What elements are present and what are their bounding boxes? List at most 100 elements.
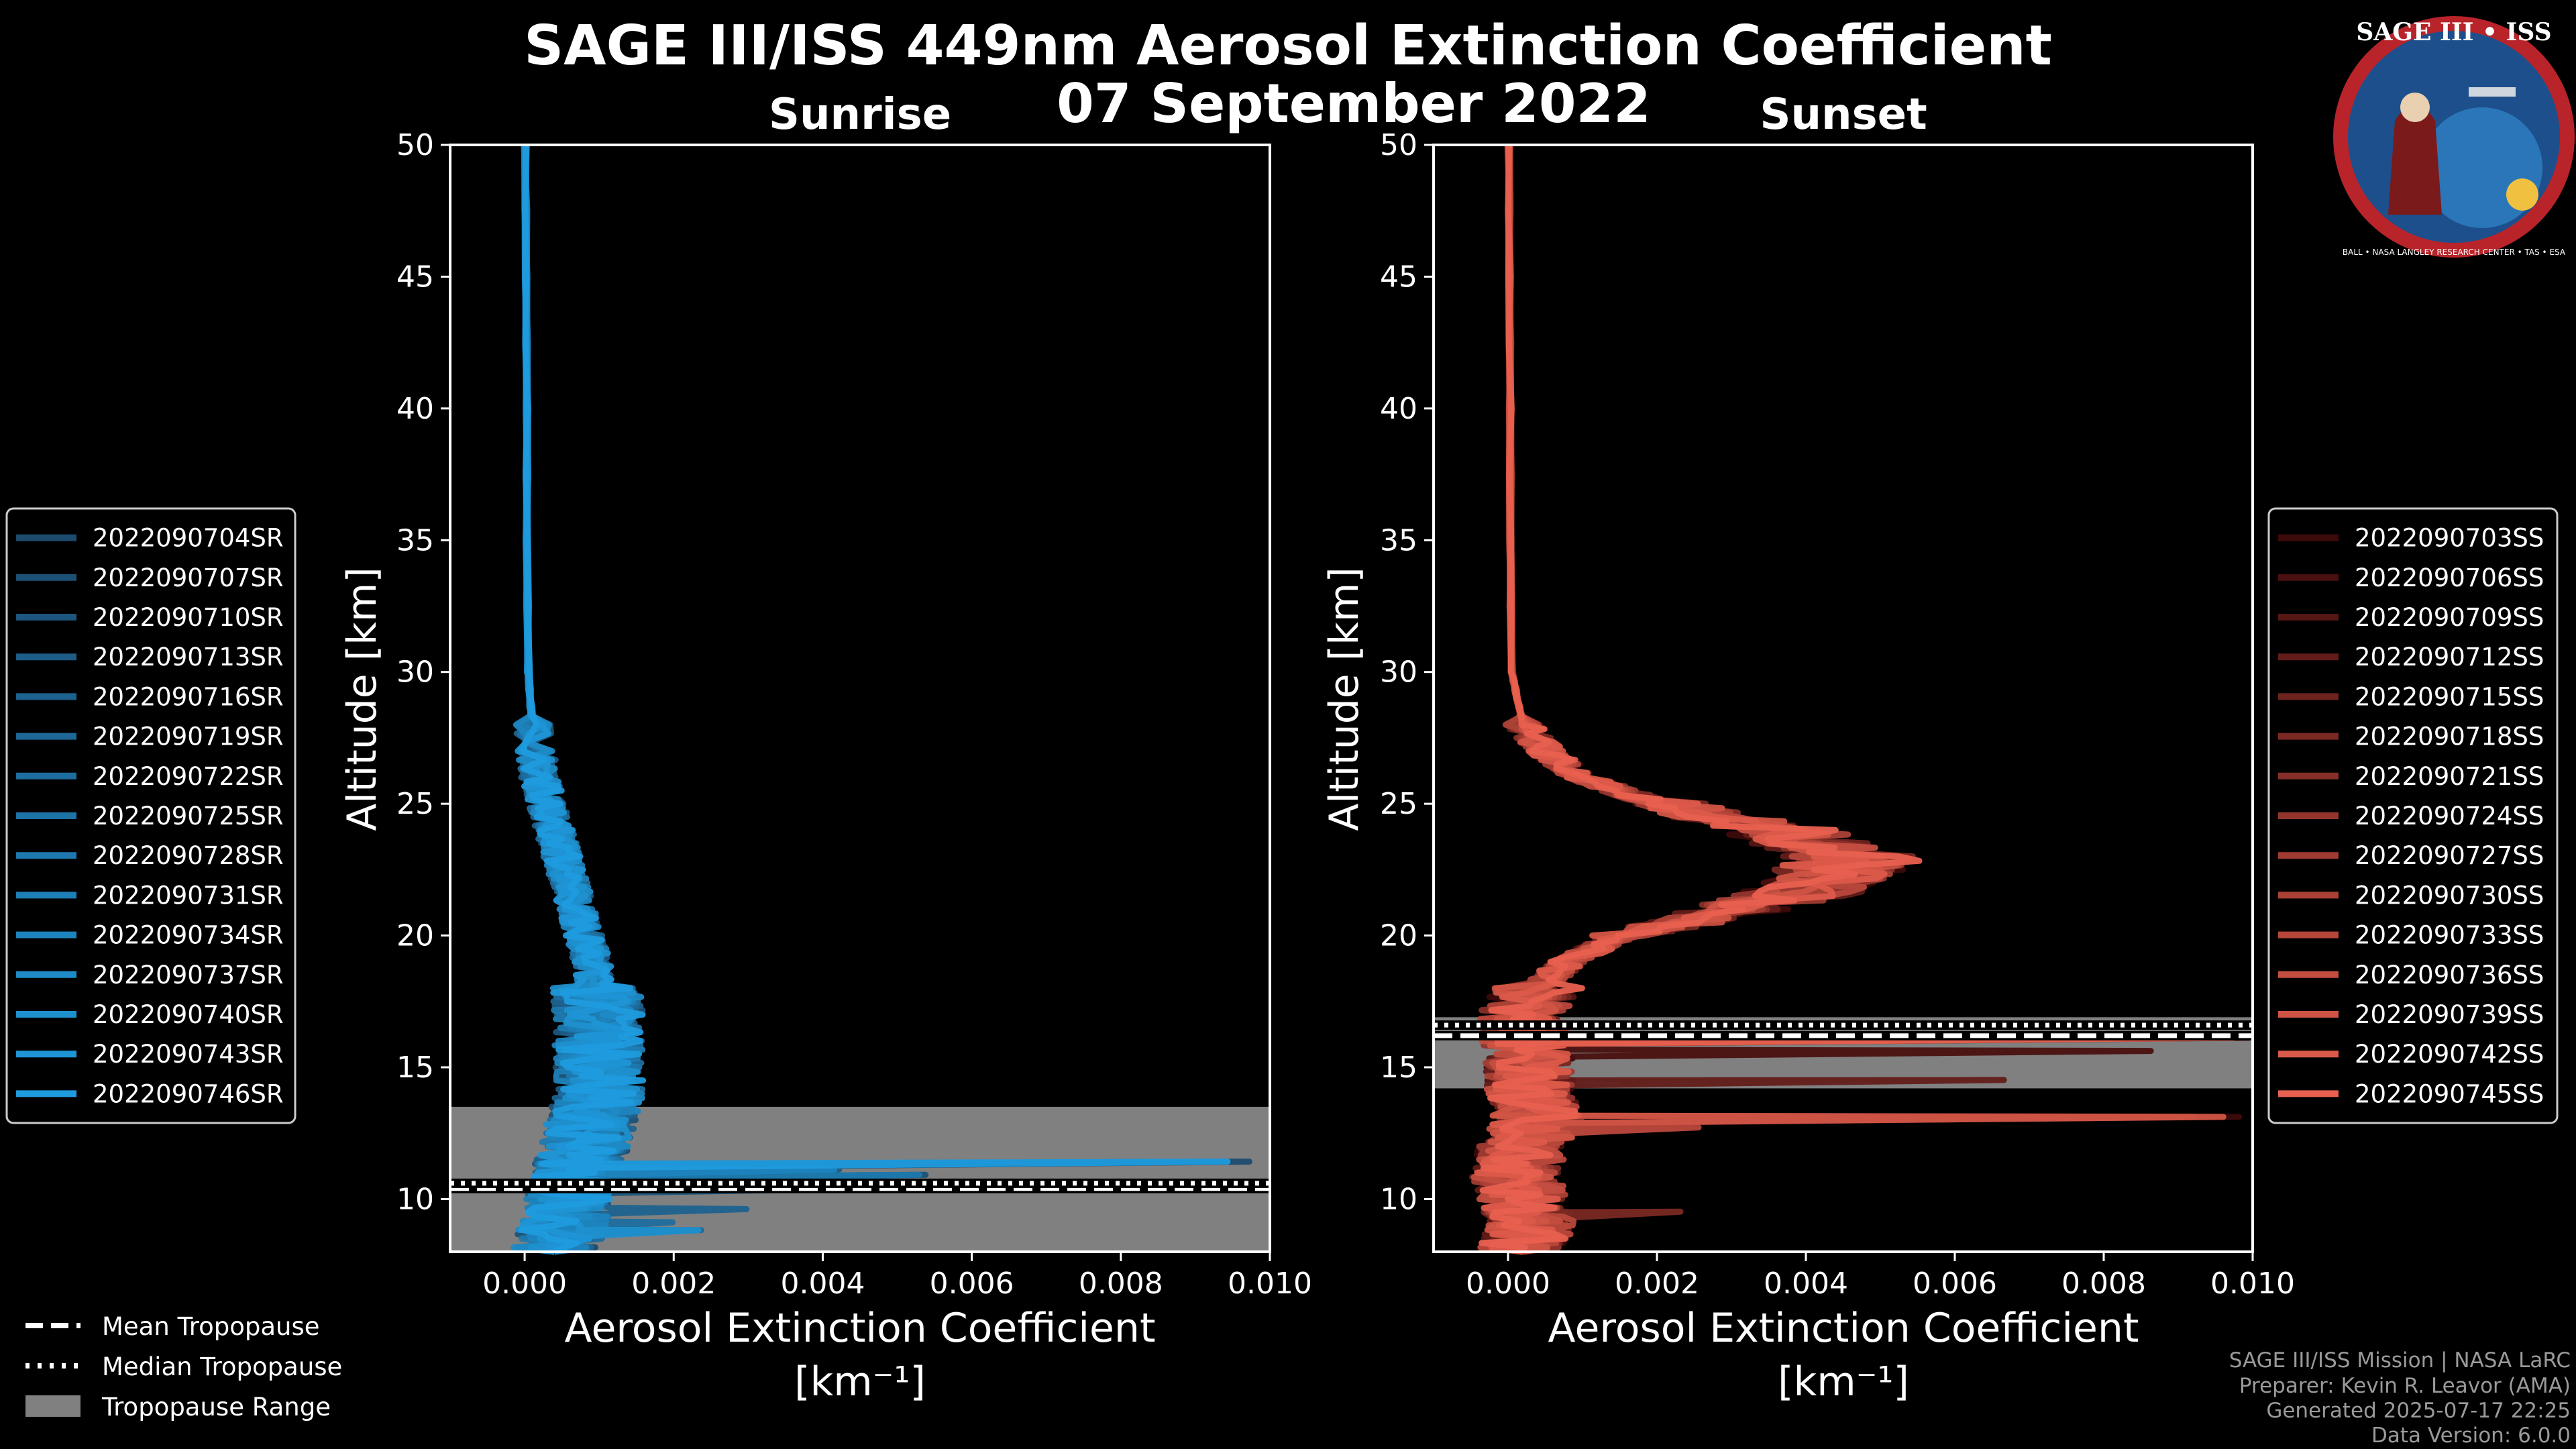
y-tick-label: 10 [396, 1182, 434, 1216]
y-tick-label: 20 [1380, 919, 1417, 953]
sunrise-x-axis-label: Aerosol Extinction Coefficient [565, 1305, 1156, 1352]
wizard-figure-icon [2388, 104, 2442, 215]
sunset-x-axis-label: Aerosol Extinction Coefficient [1548, 1305, 2139, 1352]
legend-entry: 2022090743SR [93, 1040, 284, 1069]
x-tick-label: 0.008 [2061, 1267, 2146, 1301]
sun-icon [2506, 178, 2538, 211]
legend-entry: 2022090710SR [93, 603, 284, 632]
x-tick-label: 0.010 [1228, 1267, 1312, 1301]
tropopause-range-label: Tropopause Range [101, 1393, 331, 1421]
x-tick-label: 0.002 [631, 1267, 716, 1301]
logo-title: SAGE III • ISS [2356, 18, 2551, 46]
legend-entry: 2022090725SR [93, 802, 284, 830]
sunrise-panel-title: Sunrise [769, 90, 951, 140]
figure-title: SAGE III/ISS 449nm Aerosol Extinction Co… [524, 14, 2052, 78]
mean-tropopause-label: Mean Tropopause [102, 1312, 320, 1341]
y-tick-label: 45 [1380, 260, 1417, 294]
profile-line-2022090746SR [518, 144, 1231, 1255]
y-tick-label: 30 [1380, 655, 1417, 690]
legend-entry: 2022090733SS [2355, 921, 2544, 950]
x-tick-label: 0.004 [780, 1267, 865, 1301]
legend-entry: 2022090704SR [93, 524, 284, 553]
y-tick-label: 50 [1380, 128, 1417, 162]
legend-frame [5, 507, 297, 1124]
x-tick-label: 0.006 [930, 1267, 1014, 1301]
y-tick-label: 40 [396, 392, 434, 426]
space-station-icon [2469, 87, 2516, 97]
x-tick-label: 0.010 [2210, 1267, 2295, 1301]
y-tick-label: 50 [396, 128, 434, 162]
figure-date: 07 September 2022 [1057, 72, 1651, 135]
legend-entry: 2022090709SS [2355, 603, 2544, 632]
y-tick-label: 20 [396, 919, 434, 953]
credit-data-version: Data Version: 6.0.0 [2371, 1424, 2571, 1448]
legend-entry: 2022090730SS [2355, 881, 2544, 910]
legend-entry: 2022090724SS [2355, 802, 2544, 830]
sunset-chart: 0.000 0.002 0.004 0.006 0.008 0.010 10 15 20 25 30… [1321, 128, 2295, 1405]
x-tick-label: 0.000 [482, 1267, 567, 1301]
legend-entry: 2022090740SR [93, 1000, 284, 1029]
sunrise-legend: 2022090704SR 2022090707SR 2022090710SR 2022… [5, 507, 297, 1124]
wizard-head-icon [2400, 93, 2430, 122]
sunset-x-axis-units: [km⁻¹] [1778, 1358, 1909, 1405]
sunset-legend: 2022090703SS 2022090706SS 2022090709SS 2022… [2267, 507, 2559, 1124]
plot-frame [1432, 144, 2254, 1253]
legend-entry: 2022090746SR [93, 1079, 284, 1108]
credits: SAGE III/ISS Mission | NASA LaRC Prepare… [2229, 1348, 2571, 1448]
legend-entry: 2022090722SR [93, 762, 284, 791]
legend-entry: 2022090736SS [2355, 961, 2544, 989]
legend-entry: 2022090703SS [2355, 524, 2544, 553]
legend-frame [2267, 507, 2559, 1124]
y-tick-label: 15 [1380, 1051, 1417, 1085]
tropopause-legend: Mean Tropopause Median Tropopause Tropop… [25, 1312, 342, 1421]
legend-entry: 2022090727SS [2355, 841, 2544, 870]
credit-preparer: Preparer: Kevin R. Leavor (AMA) [2239, 1374, 2571, 1398]
sunrise-profile-lines [511, 144, 1252, 1255]
legend-entry: 2022090742SS [2355, 1040, 2544, 1069]
x-tick-label: 0.006 [1913, 1267, 1997, 1301]
legend-entry: 2022090715SS [2355, 682, 2544, 711]
median-tropopause-label: Median Tropopause [102, 1352, 342, 1381]
y-tick-label: 15 [396, 1051, 434, 1085]
sunrise-axes: 0.000 0.002 0.004 0.006 0.008 0.010 10 15 20 25 30… [396, 128, 1312, 1301]
y-tick-label: 30 [396, 655, 434, 690]
legend-entry: 2022090707SR [93, 564, 284, 592]
legend-entry: 2022090734SR [93, 921, 284, 950]
legend-entry: 2022090716SR [93, 682, 284, 711]
y-tick-label: 35 [1380, 523, 1417, 557]
legend-entry: 2022090745SS [2355, 1079, 2544, 1108]
legend-entry: 2022090719SR [93, 722, 284, 751]
legend-entry: 2022090731SR [93, 881, 284, 910]
sunset-panel-title: Sunset [1760, 90, 1927, 140]
sunset-y-axis-label: Altitude [km] [1321, 567, 1368, 831]
legend-entry: 2022090739SS [2355, 1000, 2544, 1029]
legend-entry: 2022090737SR [93, 961, 284, 989]
x-tick-label: 0.008 [1079, 1267, 1163, 1301]
legend-entry: 2022090728SR [93, 841, 284, 870]
sunset-axes: 0.000 0.002 0.004 0.006 0.008 0.010 10 15 20 25 30… [1380, 128, 2295, 1301]
y-tick-label: 25 [396, 787, 434, 821]
sage-iii-iss-logo: SAGE III • ISS BALL • NASA LANGLEY RESEA… [2333, 16, 2575, 258]
sunset-profile-lines [1468, 144, 2252, 1255]
credit-generated: Generated 2025-07-17 22:25 [2266, 1399, 2571, 1423]
x-tick-label: 0.004 [1764, 1267, 1848, 1301]
y-tick-label: 45 [396, 260, 434, 294]
tropopause-range-swatch [25, 1395, 80, 1417]
sunset-tropopause-lines [1434, 1020, 2253, 1040]
y-tick-label: 35 [396, 523, 434, 557]
sunrise-chart: 0.000 0.002 0.004 0.006 0.008 0.010 10 15 20 25 30… [339, 128, 1312, 1405]
sunrise-y-axis-label: Altitude [km] [339, 567, 386, 831]
legend-entry: 2022090706SS [2355, 564, 2544, 592]
legend-entry: 2022090713SR [93, 643, 284, 672]
legend-entry: 2022090718SS [2355, 722, 2544, 751]
legend-entry: 2022090721SS [2355, 762, 2544, 791]
logo-ring-text: BALL • NASA LANGLEY RESEARCH CENTER • TA… [2343, 248, 2566, 257]
y-tick-label: 25 [1380, 787, 1417, 821]
x-tick-label: 0.002 [1615, 1267, 1699, 1301]
sunrise-tropopause-lines [450, 1178, 1270, 1193]
sunrise-x-axis-units: [km⁻¹] [794, 1358, 926, 1405]
y-tick-label: 10 [1380, 1182, 1417, 1216]
credit-mission: SAGE III/ISS Mission | NASA LaRC [2229, 1348, 2571, 1373]
legend-entry: 2022090712SS [2355, 643, 2544, 672]
